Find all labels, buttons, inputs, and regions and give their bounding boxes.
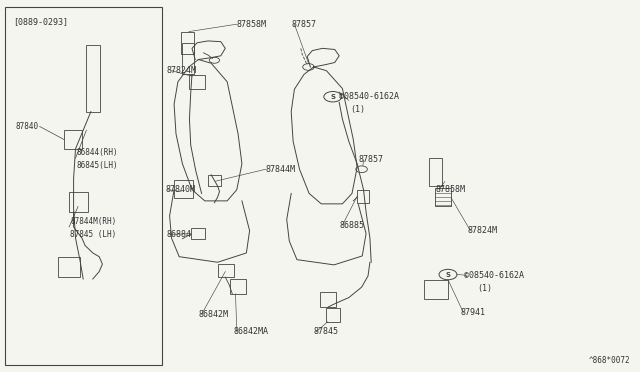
Bar <box>218 264 234 277</box>
Text: 87858M: 87858M <box>435 185 465 194</box>
Bar <box>326 308 340 322</box>
Text: ©08540-6162A: ©08540-6162A <box>339 92 399 101</box>
Bar <box>174 180 193 198</box>
Bar <box>64 130 82 149</box>
Bar <box>320 292 336 307</box>
Text: ©08540-6162A: ©08540-6162A <box>464 271 524 280</box>
Text: [0889-0293]: [0889-0293] <box>13 17 68 26</box>
Text: 86845(LH): 86845(LH) <box>77 161 118 170</box>
Bar <box>357 190 369 203</box>
Text: 87857: 87857 <box>291 20 316 29</box>
Bar <box>181 32 194 54</box>
Text: 86885: 86885 <box>339 221 364 230</box>
Text: (1): (1) <box>477 284 492 293</box>
Bar <box>435 188 451 206</box>
Text: 87857: 87857 <box>358 155 383 164</box>
Text: 87824M: 87824M <box>467 226 497 235</box>
Text: S: S <box>445 272 451 278</box>
Bar <box>5 7 162 365</box>
Text: 86844(RH): 86844(RH) <box>77 148 118 157</box>
Text: 86884: 86884 <box>166 230 191 239</box>
Text: (1): (1) <box>351 105 365 114</box>
Text: ^868*0072: ^868*0072 <box>589 356 630 365</box>
Bar <box>424 280 448 299</box>
Text: 86842M: 86842M <box>198 310 228 319</box>
Bar <box>86 45 100 112</box>
Text: 87858M: 87858M <box>237 20 267 29</box>
Bar <box>208 175 221 186</box>
Text: 86842MA: 86842MA <box>234 327 269 336</box>
Text: S: S <box>330 94 335 100</box>
Bar <box>182 43 194 74</box>
Text: 87845: 87845 <box>314 327 339 336</box>
Text: 87845 (LH): 87845 (LH) <box>70 230 116 239</box>
Bar <box>429 158 442 186</box>
Bar <box>58 257 80 277</box>
Text: 87840: 87840 <box>16 122 39 131</box>
Bar <box>69 192 88 212</box>
Text: 87824M: 87824M <box>166 66 196 75</box>
Text: 87941: 87941 <box>461 308 486 317</box>
Text: 87844M(RH): 87844M(RH) <box>70 217 116 226</box>
Text: 87844M: 87844M <box>266 165 296 174</box>
Bar <box>189 75 205 89</box>
Bar <box>230 279 246 294</box>
Text: 87840M: 87840M <box>165 185 195 194</box>
Bar <box>191 228 205 239</box>
